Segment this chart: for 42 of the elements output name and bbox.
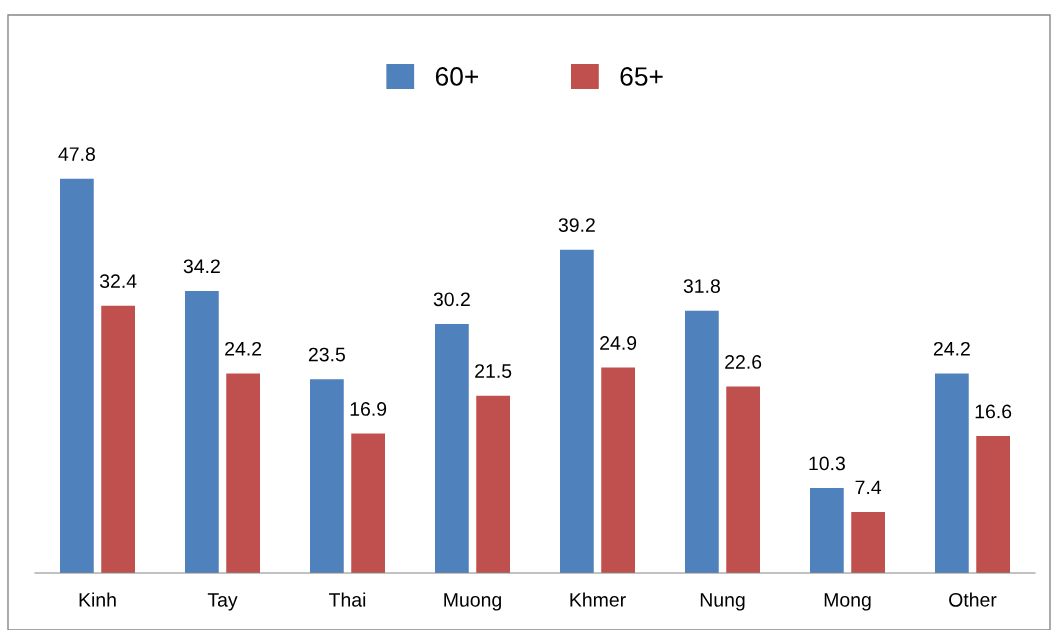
bar: [685, 310, 719, 573]
legend-label: 60+: [435, 67, 479, 86]
data-label: 31.8: [683, 279, 720, 293]
bar: [101, 305, 135, 573]
data-label: 21.5: [475, 364, 512, 378]
x-tick-label: Nung: [700, 593, 745, 611]
bar: [435, 323, 469, 573]
bar: [351, 433, 385, 573]
x-tick-label: Tay: [207, 593, 238, 611]
bar: [976, 436, 1010, 573]
data-label: 10.3: [809, 456, 845, 471]
x-tick-label: Khmer: [570, 592, 626, 607]
data-label: 47.8: [58, 147, 95, 161]
data-label: 24.2: [225, 341, 262, 356]
legend-label: 65+: [620, 67, 663, 86]
x-tick-label: Mong: [824, 593, 871, 611]
bar: [226, 373, 260, 573]
data-label: 23.5: [308, 347, 345, 362]
x-tick-label: Thai: [329, 592, 366, 607]
x-tick-label: Kinh: [79, 592, 116, 607]
bar: [60, 178, 94, 573]
bar: [601, 367, 635, 573]
bar: [560, 249, 594, 573]
data-label: 34.2: [183, 259, 220, 274]
data-label: 24.9: [600, 336, 637, 350]
bar: [185, 290, 219, 573]
data-label: 22.6: [725, 355, 762, 369]
bar: [476, 395, 510, 573]
bar: [851, 511, 885, 573]
x-tick-label: Muong: [444, 593, 501, 611]
data-label: 32.4: [99, 274, 137, 289]
data-label: 16.9: [350, 402, 387, 416]
data-label: 16.6: [975, 404, 1012, 419]
data-label: 7.4: [855, 480, 882, 495]
data-label: 24.2: [933, 341, 970, 356]
bar: [726, 386, 760, 573]
x-tick-label: Other: [949, 592, 997, 607]
data-label: 39.2: [558, 218, 595, 232]
data-label: 30.2: [433, 292, 470, 307]
bar: [310, 379, 344, 573]
bar: [810, 488, 844, 573]
bar: [935, 373, 969, 573]
